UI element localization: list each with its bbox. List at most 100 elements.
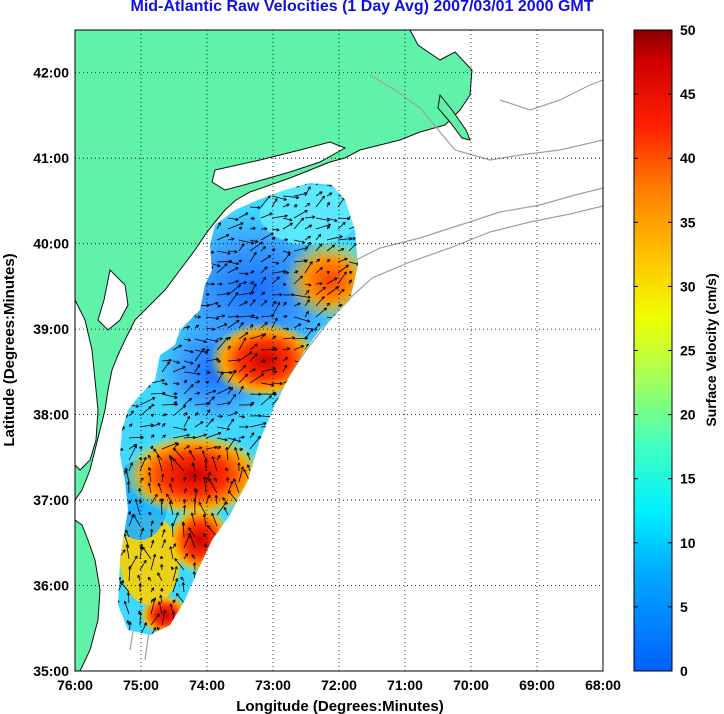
velocity-arrow-head xyxy=(264,321,268,326)
velocity-arrow xyxy=(216,402,231,406)
velocity-arrow xyxy=(172,566,178,582)
velocity-arrow-head xyxy=(270,383,275,387)
colorbar-ticks: 0 5 10 15 20 25 30 35 40 45 50 xyxy=(634,22,696,679)
velocity-arrow-head xyxy=(335,286,339,290)
velocity-arrow-head xyxy=(219,337,223,341)
velocity-arrow-head xyxy=(150,520,154,524)
velocity-arrow xyxy=(227,284,241,296)
velocity-arrow-head xyxy=(163,413,167,417)
velocity-arrow xyxy=(161,529,166,538)
velocity-arrow-head xyxy=(174,558,178,562)
velocity-arrow xyxy=(238,212,249,219)
velocity-arrow-head xyxy=(264,227,268,231)
velocity-arrow-head xyxy=(168,455,173,459)
velocity-arrow xyxy=(282,364,288,373)
velocity-arrow-head xyxy=(242,365,247,369)
velocity-arrow xyxy=(315,267,323,274)
velocity-arrow xyxy=(227,292,239,307)
velocity-arrow-head xyxy=(175,593,180,597)
velocity-arrow-head xyxy=(284,314,288,319)
velocity-arrow xyxy=(125,529,130,538)
velocity-arrow-head xyxy=(143,456,147,461)
velocity-arrow xyxy=(227,394,237,406)
velocity-arrow-head xyxy=(277,301,281,306)
velocity-arrow-head xyxy=(186,415,190,420)
velocity-arrow xyxy=(194,348,205,362)
velocity-arrow-head xyxy=(304,259,308,263)
velocity-arrow-head xyxy=(215,301,219,305)
plot-frame xyxy=(74,29,604,672)
velocity-arrow-head xyxy=(314,327,318,331)
velocity-arrow-head xyxy=(124,467,129,472)
velocity-arrow-head xyxy=(272,367,277,371)
velocity-arrow xyxy=(194,364,201,373)
velocity-arrow-head xyxy=(195,324,200,328)
velocity-arrow-head xyxy=(172,599,176,603)
velocity-arrow xyxy=(260,246,266,252)
velocity-arrow xyxy=(170,546,174,560)
velocity-arrow-head xyxy=(119,581,124,585)
velocity-arrow-head xyxy=(271,236,276,241)
velocity-arrow-head xyxy=(240,466,244,470)
velocity-arrow xyxy=(202,450,207,461)
velocity-arrow xyxy=(249,206,261,209)
velocity-arrow-head xyxy=(244,332,249,336)
velocity-arrow xyxy=(148,482,152,494)
velocity-arrow-head xyxy=(309,328,314,332)
velocity-arrow-head xyxy=(150,587,155,591)
velocity-arrow-head xyxy=(197,372,201,376)
velocity-arrow-head xyxy=(274,370,278,374)
velocity-arrow-head xyxy=(235,261,240,266)
velocity-arrow-head xyxy=(180,576,184,580)
velocity-arrow xyxy=(150,613,160,626)
velocity-arrow-head xyxy=(128,621,132,625)
velocity-arrow xyxy=(227,418,235,428)
velocity-arrow xyxy=(139,457,147,472)
velocity-arrow-head xyxy=(306,289,310,294)
velocity-arrow-head xyxy=(182,504,187,509)
velocity-arrow-head xyxy=(263,422,267,426)
velocity-arrow-head xyxy=(127,500,132,504)
velocity-arrow-head xyxy=(224,437,228,442)
velocity-arrow xyxy=(326,286,339,296)
velocity-arrow xyxy=(249,251,257,263)
velocity-arrow-head xyxy=(134,555,138,559)
velocity-arrow-head xyxy=(129,462,133,466)
velocity-arrow xyxy=(271,357,278,362)
velocity-arrow xyxy=(192,462,196,472)
velocity-arrow-head xyxy=(174,578,179,582)
velocity-arrow-head xyxy=(289,218,293,222)
velocity-arrow xyxy=(125,468,130,483)
velocity-arrow-head xyxy=(244,373,248,378)
velocity-arrow xyxy=(315,283,323,285)
velocity-arrow xyxy=(238,301,248,307)
velocity-arrow-head xyxy=(282,282,287,286)
velocity-arrow-head xyxy=(207,409,211,413)
velocity-arrow-head xyxy=(190,512,195,516)
velocity-arrow xyxy=(182,582,185,593)
velocity-arrow-head xyxy=(173,401,177,405)
velocity-arrow-head xyxy=(237,439,242,443)
velocity-arrow xyxy=(260,255,272,263)
velocity-arrow-head xyxy=(307,186,311,190)
velocity-arrow-head xyxy=(122,549,126,553)
velocity-arrow xyxy=(132,513,141,527)
velocity-arrow xyxy=(119,581,130,593)
velocity-arrow-head xyxy=(198,501,202,506)
velocity-arrow xyxy=(166,493,174,505)
velocity-arrow xyxy=(337,264,349,274)
velocity-arrow-head xyxy=(246,464,251,468)
velocity-arrow-head xyxy=(273,357,278,361)
velocity-arrow-head xyxy=(244,301,248,305)
velocity-arrow-head xyxy=(272,391,276,395)
velocity-arrow-head xyxy=(268,395,272,399)
velocity-arrow xyxy=(161,361,170,373)
velocity-arrow-head xyxy=(234,250,238,254)
velocity-arrow-head xyxy=(245,272,249,276)
velocity-arrow xyxy=(127,592,130,604)
velocity-arrow xyxy=(157,572,163,582)
velocity-arrow-head xyxy=(227,251,231,255)
velocity-arrow-head xyxy=(307,295,311,299)
velocity-arrow xyxy=(205,471,211,483)
velocity-arrow xyxy=(326,192,333,197)
